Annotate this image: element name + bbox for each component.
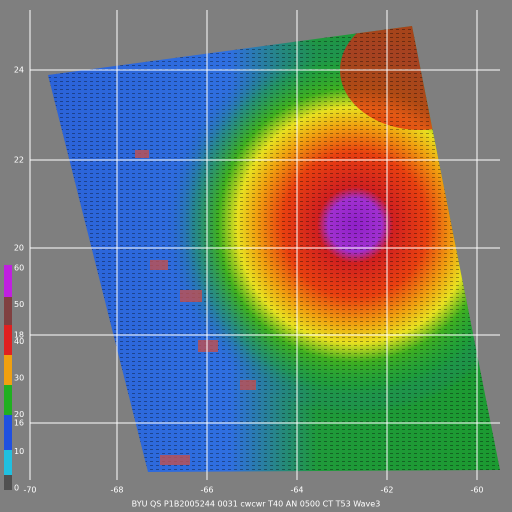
lat-label: 16: [14, 419, 24, 428]
colorbar-label: 30: [14, 374, 24, 383]
colorbar-label: 50: [14, 300, 24, 309]
lat-label: 24: [14, 66, 24, 75]
lat-label: 18: [14, 331, 24, 340]
lon-label: -68: [110, 486, 123, 495]
colorbar: [4, 265, 12, 490]
colorbar-label: 60: [14, 264, 24, 273]
lon-label: -62: [380, 486, 393, 495]
lon-label: -66: [200, 486, 213, 495]
colorbar-label: 20: [14, 410, 24, 419]
colorbar-label: 0: [14, 484, 19, 493]
graticule: [29, 10, 500, 480]
lon-label: -70: [23, 486, 36, 495]
colorbar-label: 10: [14, 447, 24, 456]
lon-label: -60: [470, 486, 483, 495]
lon-label: -64: [290, 486, 303, 495]
colorbar-label: 40: [14, 337, 24, 346]
lat-label: 20: [14, 244, 24, 253]
rain-flags: [135, 150, 256, 465]
footer-text: BYU QS P1B2005244 0031 cwcwr T40 AN 0500…: [132, 500, 381, 509]
lat-label: 22: [14, 156, 24, 165]
